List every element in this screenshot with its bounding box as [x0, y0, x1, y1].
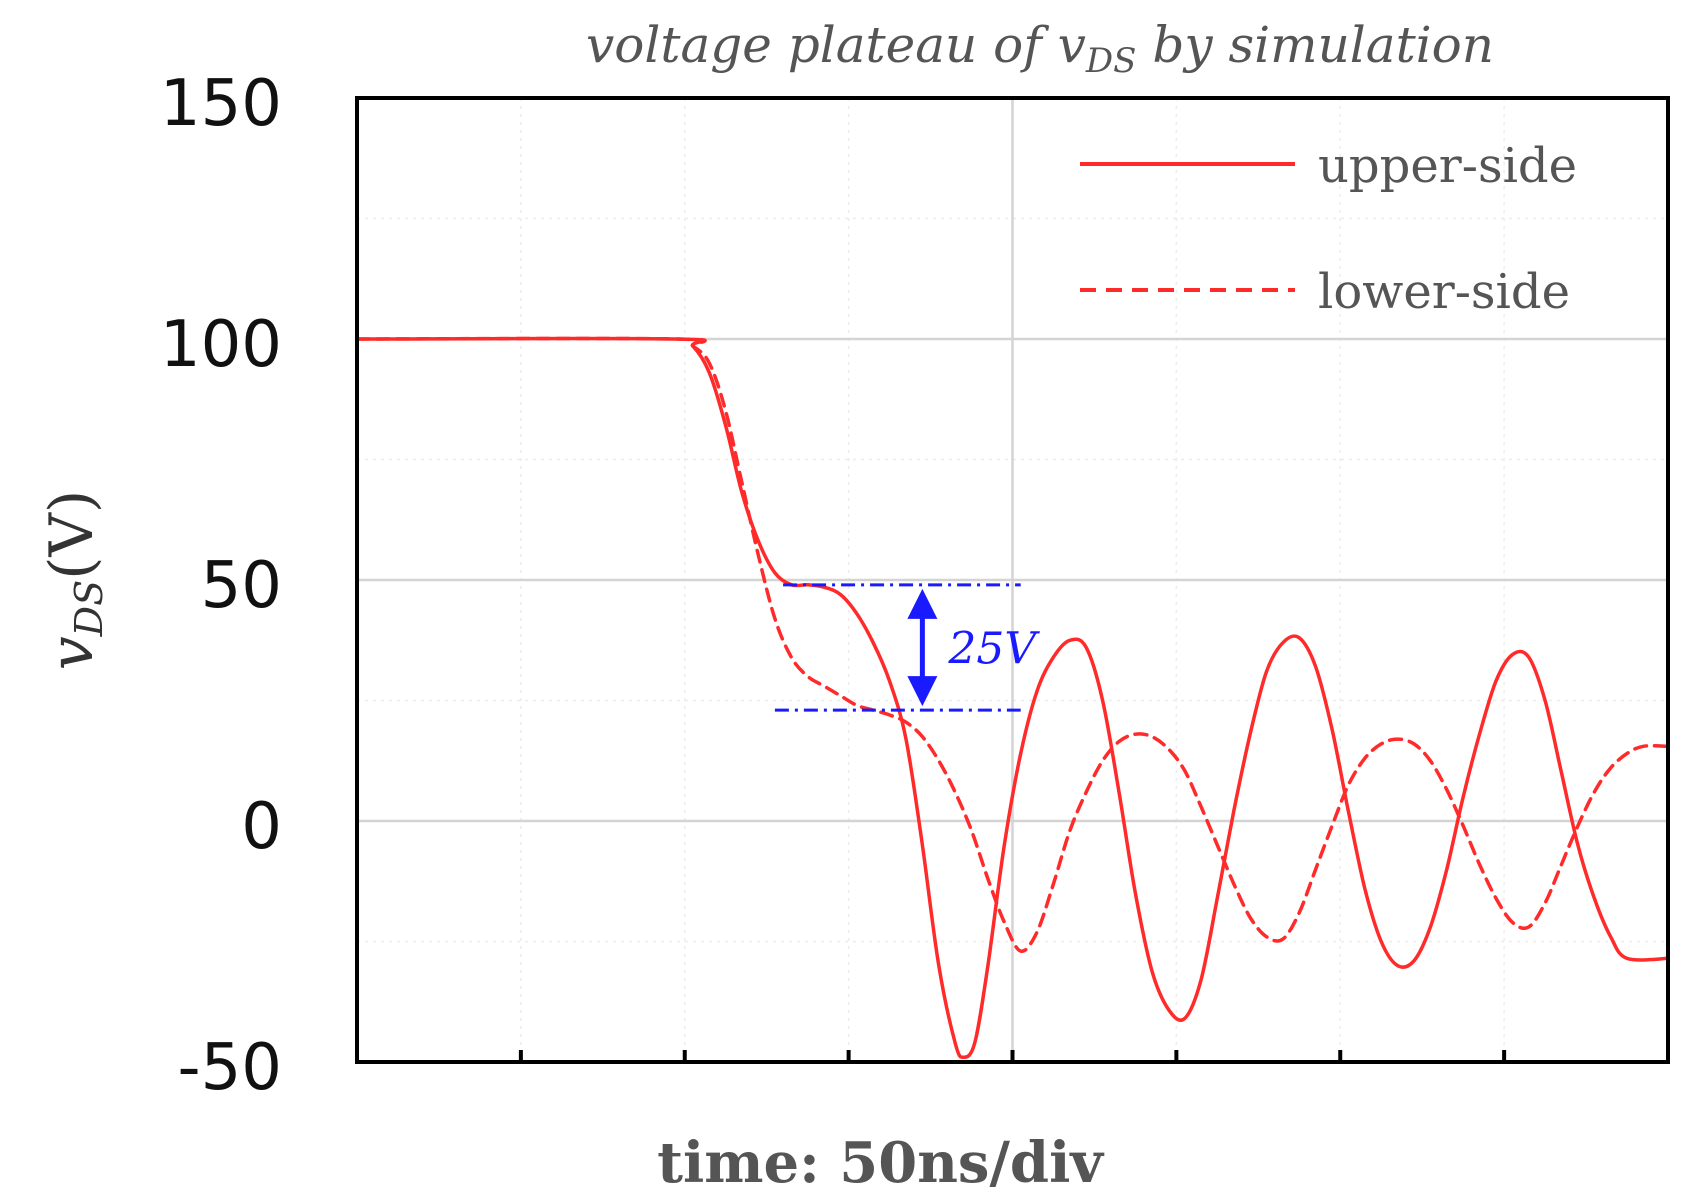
y-tick-label-100: 100 — [160, 308, 282, 382]
series-line-lower-side — [355, 336, 1670, 953]
x-axis-ticks — [518, 1050, 1507, 1062]
plateau-arrow-head-down — [907, 676, 938, 707]
legend: upper-side lower-side — [1080, 138, 1577, 320]
plateau-annotation-label: 25V — [947, 623, 1040, 674]
y-axis-label: vDS(V) — [37, 490, 111, 671]
chart-title: voltage plateau of vDS by simulation — [586, 16, 1494, 81]
y-tick-label-neg50: -50 — [177, 1031, 282, 1105]
y-tick-label-50: 50 — [201, 549, 282, 623]
y-axis-tick-labels: 150 100 50 0 -50 — [160, 67, 282, 1105]
plateau-arrow-head-up — [907, 588, 938, 619]
y-tick-label-0: 0 — [241, 790, 282, 864]
legend-label-lower-side: lower-side — [1318, 264, 1570, 320]
x-axis-label: time: 50ns/div — [657, 1130, 1104, 1195]
y-tick-label-150: 150 — [160, 67, 282, 141]
plateau-annotation: 25V — [774, 583, 1040, 712]
legend-label-upper-side: upper-side — [1318, 138, 1577, 194]
